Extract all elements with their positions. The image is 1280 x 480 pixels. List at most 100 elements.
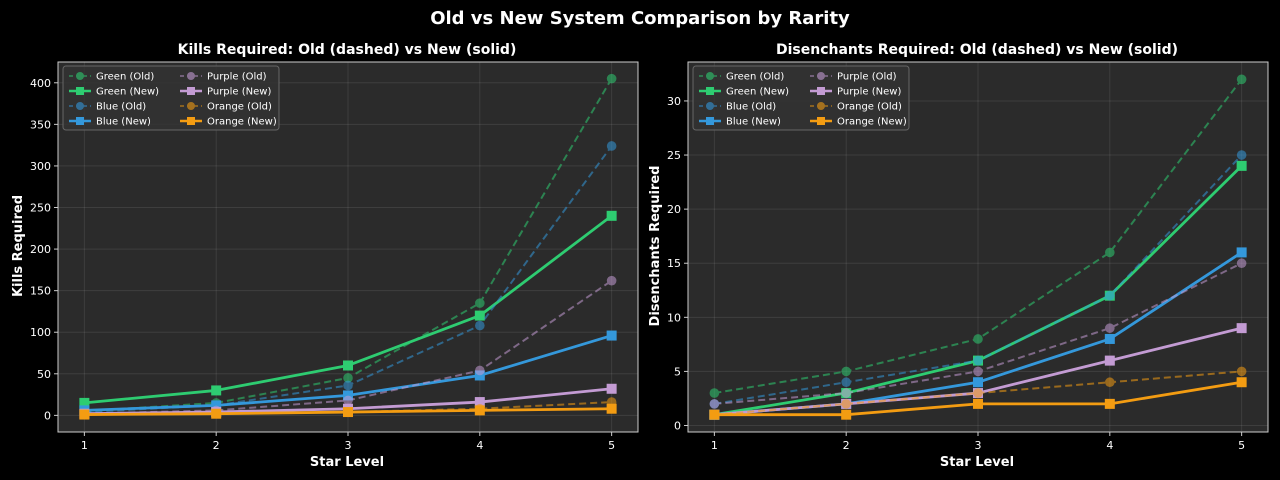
data-point xyxy=(1236,258,1247,269)
data-point xyxy=(1236,150,1247,160)
data-point xyxy=(474,405,485,416)
data-point xyxy=(973,366,983,377)
legend-marker xyxy=(817,117,825,125)
legend-item-orange-new xyxy=(810,117,832,125)
legend-item-blue-new xyxy=(699,117,721,125)
data-point xyxy=(1236,74,1247,85)
y-tick-label: 250 xyxy=(30,202,51,215)
data-point xyxy=(475,320,485,331)
disenchants-chart-ylabel: Disenchants Required xyxy=(648,166,663,327)
data-point xyxy=(606,330,617,341)
legend-item-purple-new xyxy=(810,87,832,95)
series-orange-new xyxy=(709,377,1247,420)
data-point xyxy=(1236,366,1247,377)
data-point xyxy=(1236,377,1247,388)
data-point xyxy=(1104,398,1115,409)
data-point xyxy=(211,408,222,419)
legend-item-orange-new xyxy=(180,117,202,125)
legend-label: Orange (Old) xyxy=(207,102,272,113)
kills-chart: Kills Required: Old (dashed) vs New (sol… xyxy=(11,42,639,470)
legend-item-blue-old xyxy=(699,102,721,110)
data-point xyxy=(1105,247,1115,258)
y-tick-label: 0 xyxy=(674,420,681,433)
series-orange-new xyxy=(79,403,617,420)
data-point xyxy=(1236,247,1247,258)
y-tick-label: 0 xyxy=(44,409,51,422)
x-tick-label: 2 xyxy=(843,439,850,452)
data-point xyxy=(606,403,617,414)
data-point xyxy=(1104,355,1115,366)
legend-marker xyxy=(187,72,195,80)
series-purple-old xyxy=(709,258,1247,409)
y-tick-label: 15 xyxy=(667,257,681,270)
data-point xyxy=(1104,333,1115,344)
legend-marker xyxy=(76,87,84,95)
x-tick-label: 5 xyxy=(608,439,615,452)
legend-marker xyxy=(706,72,714,80)
data-point xyxy=(973,377,983,388)
data-point xyxy=(709,388,720,398)
legend-marker xyxy=(817,102,825,110)
legend-box xyxy=(62,65,280,131)
data-point xyxy=(475,365,485,376)
legend-item-green-old xyxy=(69,72,91,80)
kills-chart-ylabel: Kills Required xyxy=(11,195,26,297)
legend-box xyxy=(692,65,910,131)
legend-marker xyxy=(817,87,825,95)
data-point xyxy=(1236,323,1247,334)
kills-chart-title: Kills Required: Old (dashed) vs New (sol… xyxy=(178,42,517,58)
series-green-new xyxy=(79,210,617,408)
y-tick-label: 5 xyxy=(674,365,681,378)
x-tick-label: 2 xyxy=(213,439,220,452)
legend-label: Blue (New) xyxy=(726,117,781,128)
legend-marker xyxy=(76,102,84,110)
data-point xyxy=(606,141,617,151)
data-point xyxy=(1236,160,1247,171)
legend-label: Purple (Old) xyxy=(837,72,897,83)
kills-axes-frame xyxy=(57,61,639,433)
legend-label: Green (Old) xyxy=(726,72,784,83)
x-tick-label: 1 xyxy=(711,439,718,452)
legend-label: Purple (Old) xyxy=(207,72,267,83)
data-point xyxy=(973,388,983,398)
data-point xyxy=(1105,323,1115,333)
data-point xyxy=(841,409,852,420)
legend-marker xyxy=(187,102,195,110)
x-tick-label: 3 xyxy=(975,439,982,452)
data-point xyxy=(79,397,90,408)
legend-marker xyxy=(76,117,84,125)
data-point xyxy=(841,377,851,388)
legend-label: Blue (Old) xyxy=(726,102,776,113)
y-tick-label: 10 xyxy=(667,311,681,324)
legend-item-purple-old xyxy=(810,72,832,80)
y-tick-label: 400 xyxy=(30,77,51,90)
data-point xyxy=(474,370,485,381)
y-tick-label: 150 xyxy=(30,285,51,298)
data-point xyxy=(343,373,353,383)
data-point xyxy=(211,385,222,396)
legend-item-orange-old xyxy=(180,102,202,110)
data-point xyxy=(973,334,983,344)
figure-title: Old vs New System Comparison by Rarity xyxy=(430,8,850,29)
data-point xyxy=(606,210,617,221)
legend-label: Orange (Old) xyxy=(837,102,902,113)
y-tick-label: 100 xyxy=(30,326,51,339)
data-point xyxy=(474,397,485,408)
data-point xyxy=(1105,377,1115,388)
data-point xyxy=(841,366,851,377)
kills-series xyxy=(79,73,617,420)
y-tick-label: 20 xyxy=(667,203,681,216)
data-point xyxy=(709,409,720,420)
legend-item-orange-old xyxy=(810,102,832,110)
legend-label: Purple (New) xyxy=(837,87,901,98)
legend-marker xyxy=(187,87,195,95)
legend-marker xyxy=(76,72,84,80)
legend-marker xyxy=(706,102,714,110)
y-tick-label: 50 xyxy=(37,368,51,381)
data-point xyxy=(606,73,617,84)
disenchants-chart-xlabel: Star Level xyxy=(940,455,1014,470)
data-point xyxy=(606,275,617,286)
data-point xyxy=(973,398,983,409)
data-point xyxy=(973,355,983,366)
legend-item-green-old xyxy=(699,72,721,80)
